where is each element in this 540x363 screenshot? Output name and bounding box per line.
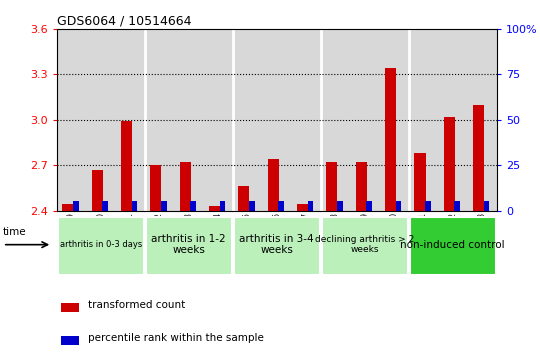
Bar [190, 201, 196, 211]
Bar [234, 217, 320, 275]
Bar [409, 29, 438, 211]
Text: GDS6064 / 10514664: GDS6064 / 10514664 [57, 15, 191, 28]
Bar [410, 217, 496, 275]
Bar [61, 336, 79, 345]
Bar [116, 29, 145, 211]
Bar [180, 162, 191, 211]
Bar [414, 153, 426, 211]
Text: declining arthritis > 2
weeks: declining arthritis > 2 weeks [315, 235, 414, 254]
Bar [350, 29, 380, 211]
Bar [145, 29, 174, 211]
Bar [57, 29, 86, 211]
Bar [150, 165, 161, 211]
Bar [321, 29, 350, 211]
Bar [337, 201, 343, 211]
Bar [322, 217, 408, 275]
Bar [262, 29, 292, 211]
Text: arthritis in 0-3 days: arthritis in 0-3 days [59, 240, 142, 249]
Bar [58, 217, 144, 275]
Bar [444, 117, 455, 211]
Bar [209, 206, 220, 211]
Bar [366, 201, 372, 211]
Bar [62, 204, 73, 211]
Bar [278, 201, 284, 211]
Bar [454, 201, 460, 211]
Bar [425, 201, 431, 211]
Bar [174, 29, 204, 211]
Bar [238, 186, 249, 211]
Bar [61, 303, 79, 312]
Bar [249, 201, 255, 211]
Bar [220, 201, 225, 211]
Bar [308, 201, 313, 211]
Bar [380, 29, 409, 211]
Bar [356, 162, 367, 211]
Bar [233, 29, 262, 211]
Bar [484, 201, 489, 211]
Bar [73, 201, 79, 211]
Bar [292, 29, 321, 211]
Bar [102, 201, 108, 211]
Bar [473, 105, 484, 211]
Text: time: time [3, 227, 26, 237]
Bar [92, 170, 103, 211]
Bar [468, 29, 497, 211]
Bar [268, 159, 279, 211]
Bar [396, 201, 401, 211]
Bar [438, 29, 468, 211]
Bar [161, 201, 167, 211]
Bar [326, 162, 338, 211]
Text: arthritis in 3-4
weeks: arthritis in 3-4 weeks [239, 234, 314, 256]
Bar [132, 201, 137, 211]
Bar [385, 68, 396, 211]
Text: arthritis in 1-2
weeks: arthritis in 1-2 weeks [151, 234, 226, 256]
Text: non-induced control: non-induced control [401, 240, 505, 250]
Text: percentile rank within the sample: percentile rank within the sample [87, 333, 264, 343]
Bar [204, 29, 233, 211]
Bar [297, 204, 308, 211]
Bar [146, 217, 232, 275]
Text: transformed count: transformed count [87, 300, 185, 310]
Bar [121, 121, 132, 211]
Bar [86, 29, 116, 211]
